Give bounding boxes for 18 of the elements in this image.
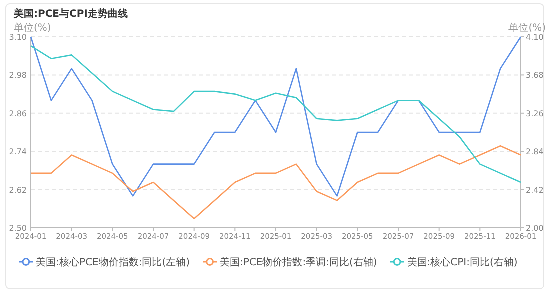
y-tick-label: 2.62: [9, 186, 27, 195]
chart-title: 美国:PCE与CPI走势曲线: [13, 8, 128, 20]
y2-tick-label: 3.26: [526, 109, 544, 118]
y-tick-label: 3.10: [9, 33, 27, 42]
y2-tick-label: 4.10: [526, 33, 544, 42]
y2-axis-title: 单位(%): [508, 22, 546, 34]
y2-tick-label: 2.42: [526, 186, 544, 195]
y-axis-title: 单位(%): [14, 22, 52, 34]
y2-tick-label: 2.84: [526, 148, 544, 157]
y-tick-label: 2.74: [9, 148, 27, 157]
y2-tick-label: 2.00: [526, 224, 544, 233]
y-tick-label: 2.86: [9, 109, 27, 118]
y2-tick-label: 3.68: [526, 71, 544, 80]
legend-label: 美国:核心PCE物价指数:同比(左轴): [36, 256, 190, 268]
y-tick-label: 2.98: [9, 71, 27, 80]
y-tick-label: 2.50: [9, 224, 27, 233]
legend-label: 美国:核心CPI:同比(右轴): [407, 256, 518, 268]
legend-label: 美国:PCE物价指数:季调:同比(右轴): [220, 256, 378, 268]
